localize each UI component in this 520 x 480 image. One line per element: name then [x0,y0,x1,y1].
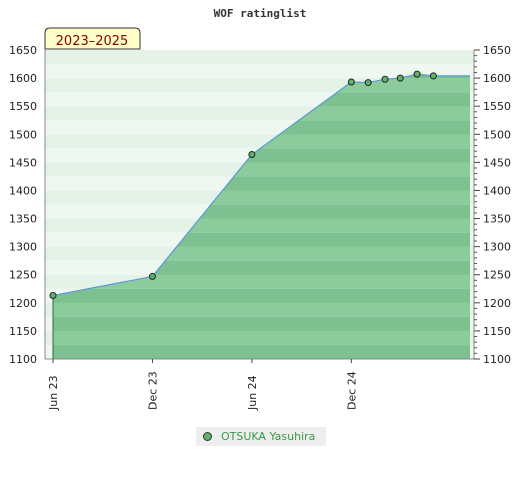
y-tick-label-left: 1200 [9,297,37,310]
data-point [148,272,156,280]
y-tick-label-left: 1350 [9,213,37,226]
y-tick-label-right: 1400 [483,184,511,197]
y-tick-label-right: 1100 [483,353,511,366]
y-tick-label-right: 1300 [483,241,511,254]
y-tick-label-right: 1250 [483,269,511,282]
year-range-badge: 2023–2025 [44,27,141,50]
band [45,64,474,79]
y-tick-label-left: 1400 [9,184,37,197]
legend-label: OTSUKA Yasuhira [221,430,316,443]
y-tick-label-left: 1150 [9,325,37,338]
y-tick-label-left: 1500 [9,128,37,141]
legend-marker [203,432,212,441]
y-axis-right: 1100 1150 1200 1250 1300 1350 1400 1450 1500 1550… [474,44,511,366]
data-point [49,292,57,300]
data-point [413,70,421,78]
rating-area [52,73,470,360]
y-tick-label-right: 1350 [483,213,511,226]
data-point [429,72,437,80]
data-point [381,75,389,83]
y-tick-label-left: 1300 [9,241,37,254]
y-tick-label-left: 1450 [9,156,37,169]
data-points [49,70,437,300]
axes [44,50,475,360]
y-tick-label-left: 1600 [9,72,37,85]
rating-area-fill [53,74,470,360]
y-axis-left: 1100 1150 1200 1250 1300 1350 1400 1450 1500 1550… [9,44,37,366]
rating-line [52,73,470,297]
x-axis: Jun 23 Dec 23 Jun 24 Dec 24 [47,359,358,411]
y-tick-label-right: 1500 [483,128,511,141]
data-point [248,150,256,158]
band [45,50,474,65]
y-tick-label-left: 1250 [9,269,37,282]
y-tick-label-right: 1200 [483,297,511,310]
x-tick-label: Dec 24 [345,371,358,410]
y-tick-label-right: 1550 [483,100,511,113]
y-tick-label-right: 1450 [483,156,511,169]
legend: OTSUKA Yasuhira [196,427,326,446]
chart-title: WOF ratinglist [214,7,307,20]
x-tick-label: Jun 24 [246,375,259,411]
x-tick-label: Jun 23 [47,375,60,411]
y-tick-label-left: 1650 [9,44,37,57]
y-tick-label-right: 1150 [483,325,511,338]
data-point [396,74,404,82]
y-tick-label-right: 1650 [483,44,511,57]
x-tick-label: Dec 23 [146,371,159,410]
y-tick-label-left: 1100 [9,353,37,366]
data-point [364,79,372,87]
data-point [347,78,355,86]
y-tick-label-left: 1550 [9,100,37,113]
y-tick-label-right: 1600 [483,72,511,85]
year-range-label: 2023–2025 [56,34,129,49]
